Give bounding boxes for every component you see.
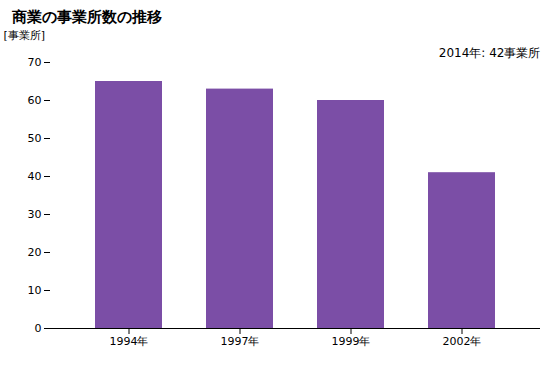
svg-text:50: 50 bbox=[28, 132, 42, 145]
svg-text:1997年: 1997年 bbox=[221, 335, 260, 348]
svg-text:[事業所]: [事業所] bbox=[4, 29, 46, 42]
svg-text:10: 10 bbox=[28, 284, 42, 297]
svg-text:2002年: 2002年 bbox=[443, 335, 482, 348]
html-text:商業の事業所数の推移: 商業の事業所数の推移 bbox=[12, 8, 162, 26]
svg-text:20: 20 bbox=[28, 246, 42, 259]
svg-text:1999年: 1999年 bbox=[332, 335, 371, 348]
svg-text:1994年: 1994年 bbox=[110, 335, 149, 348]
svg-text:30: 30 bbox=[28, 208, 42, 221]
svg-text:0: 0 bbox=[35, 322, 42, 335]
svg-text:2014年: 42事業所: 2014年: 42事業所 bbox=[439, 46, 541, 60]
svg-text:60: 60 bbox=[28, 94, 42, 107]
svg-text:70: 70 bbox=[28, 56, 42, 69]
svg-text:40: 40 bbox=[28, 170, 42, 183]
